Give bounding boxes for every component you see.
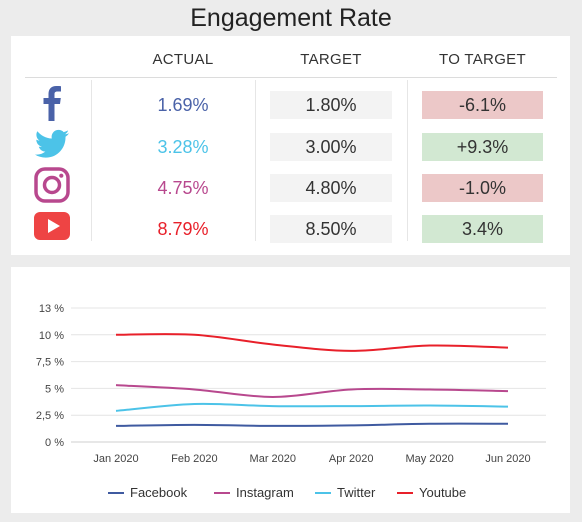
to-target-value: -6.1% (422, 91, 543, 119)
header-actual: ACTUAL (152, 51, 214, 68)
twitter-icon (34, 129, 69, 158)
table-row-facebook: 1.69% 1.80% -6.1% (11, 86, 570, 121)
actual-value: 3.28% (157, 137, 209, 157)
y-tick-label: 10 % (39, 330, 64, 342)
x-tick-label: Mar 2020 (250, 453, 296, 465)
x-tick-label: Feb 2020 (171, 453, 217, 465)
facebook-icon (43, 86, 61, 121)
y-tick-label: 5 % (45, 383, 64, 395)
series-line-instagram (115, 384, 509, 398)
column-divider (407, 80, 408, 241)
y-tick-label: 2,5 % (36, 410, 64, 422)
kpi-table: ACTUAL TARGET TO TARGET 1.69% 1.80% -6.1… (11, 36, 570, 255)
to-target-value: +9.3% (422, 133, 543, 161)
actual-value: 4.75% (157, 178, 209, 198)
to-target-value: -1.0% (422, 174, 543, 202)
legend-label: Instagram (236, 485, 294, 500)
x-tick-label: Jan 2020 (93, 453, 138, 465)
y-tick-label: 13 % (39, 303, 64, 315)
table-row-twitter: 3.28% 3.00% +9.3% (11, 129, 570, 161)
y-tick-label: 7,5 % (36, 357, 64, 369)
target-value: 4.80% (270, 174, 392, 202)
header-target: TARGET (300, 51, 362, 68)
line-chart: 0 % 2,5 % 5 % 7,5 % 10 % 13 % Jan 2020 Feb 2020… (11, 267, 570, 513)
series-line-facebook (115, 422, 509, 427)
target-value: 8.50% (270, 215, 392, 243)
to-target-value: 3.4% (422, 215, 543, 243)
page-title: Engagement Rate (190, 4, 392, 32)
x-tick-label: May 2020 (405, 453, 453, 465)
table-row-instagram: 4.75% 4.80% -1.0% (11, 167, 570, 203)
youtube-icon (34, 212, 70, 240)
instagram-icon (34, 167, 70, 203)
header-to-target: TO TARGET (439, 51, 526, 68)
actual-value: 8.79% (157, 219, 209, 239)
actual-value: 1.69% (157, 95, 209, 115)
x-tick-label: Jun 2020 (485, 453, 530, 465)
table-row-youtube: 8.79% 8.50% 3.4% (11, 212, 570, 243)
legend-label: Youtube (419, 485, 466, 500)
header-divider (25, 77, 557, 78)
chart-canvas: 0 % 2,5 % 5 % 7,5 % 10 % 13 % Jan 2020 Feb 2020… (36, 303, 546, 500)
legend-label: Facebook (130, 485, 188, 500)
column-divider (255, 80, 256, 241)
column-divider (91, 80, 92, 241)
series-line-twitter (115, 402, 509, 412)
y-tick-label: 0 % (45, 437, 64, 449)
target-value: 3.00% (270, 133, 392, 161)
target-value: 1.80% (270, 91, 392, 119)
series-line-youtube (115, 333, 509, 352)
x-tick-label: Apr 2020 (329, 453, 374, 465)
legend-label: Twitter (337, 485, 376, 500)
